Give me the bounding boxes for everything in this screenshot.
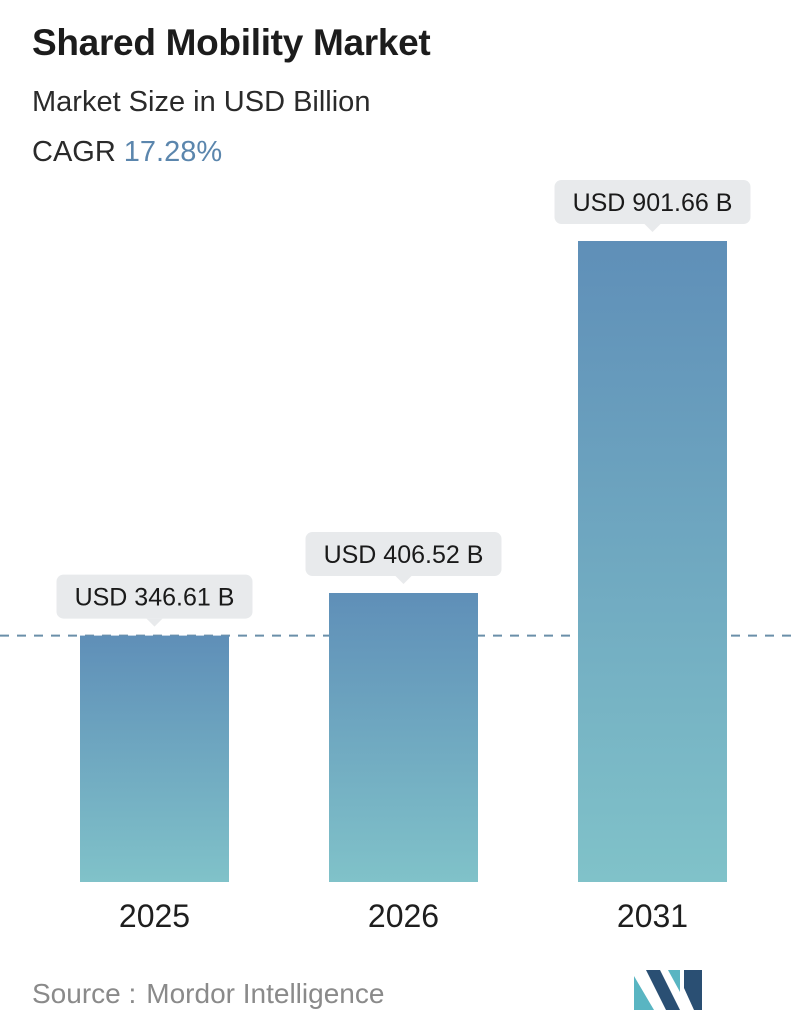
bar-chart: USD 346.61 B USD 406.52 B USD 901.66 B 202… xyxy=(0,180,796,934)
bars-layer xyxy=(80,241,727,882)
mordor-intelligence-logo-icon xyxy=(634,970,702,1010)
cagr-value: 17.28% xyxy=(123,136,223,168)
bar-2031 xyxy=(578,241,727,882)
chart-title: Shared Mobility Market xyxy=(32,22,431,63)
data-label-box xyxy=(554,180,751,224)
data-label-box xyxy=(56,574,253,619)
source-name: Mordor Intelligence xyxy=(146,978,385,1009)
chart-subtitle: Market Size in USD Billion xyxy=(32,86,371,118)
category-label-2026: 2026 xyxy=(368,898,439,934)
data-label-text: USD 901.66 B xyxy=(573,189,733,217)
data-label-pointer xyxy=(146,618,163,627)
data-label-text: USD 406.52 B xyxy=(324,541,484,569)
cagr-line: CAGR 17.28% xyxy=(32,136,222,169)
data-label-pointer xyxy=(644,224,661,232)
source-line: Source : Mordor Intelligence xyxy=(32,978,384,1010)
data-label-box xyxy=(305,532,502,577)
data-label-2026: USD 406.52 B xyxy=(305,532,502,585)
category-labels-layer: 2025 2026 2031 xyxy=(119,898,688,934)
data-labels-layer: USD 346.61 B USD 406.52 B USD 901.66 B xyxy=(56,180,751,627)
category-label-2025: 2025 xyxy=(119,898,190,934)
cagr-label: CAGR xyxy=(32,136,116,168)
data-label-text: USD 346.61 B xyxy=(75,584,235,612)
data-label-2025: USD 346.61 B xyxy=(56,574,253,627)
bar-2026 xyxy=(329,593,478,882)
bar-2025 xyxy=(80,635,229,882)
category-label-2031: 2031 xyxy=(617,898,688,934)
data-label-pointer xyxy=(395,576,412,585)
data-label-2031: USD 901.66 B xyxy=(554,180,751,232)
source-label: Source : xyxy=(32,978,137,1009)
